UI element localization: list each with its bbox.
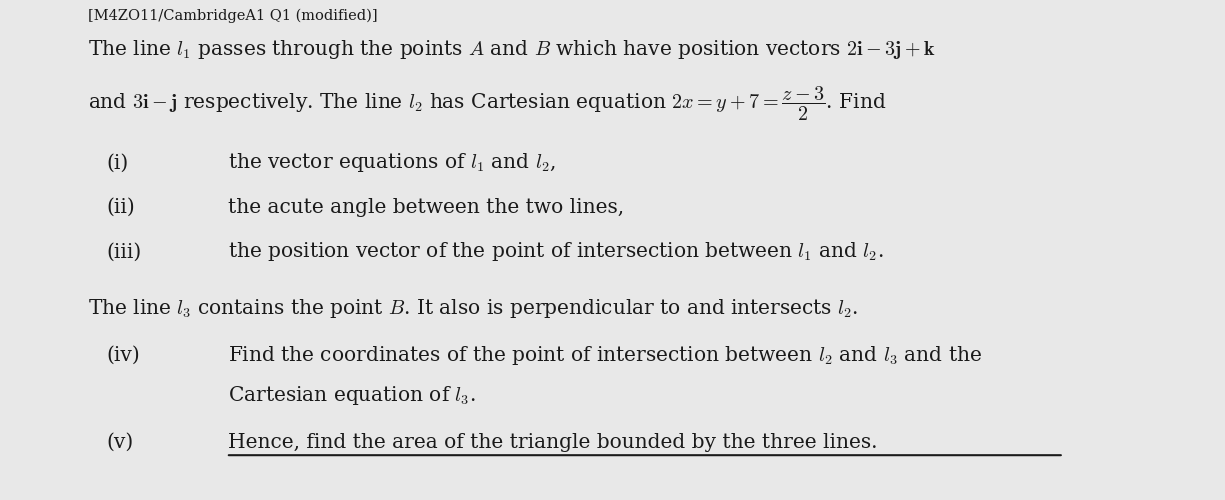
Text: Hence, find the area of the triangle bounded by the three lines.: Hence, find the area of the triangle bou… — [228, 433, 878, 452]
Text: (ii): (ii) — [107, 198, 135, 217]
Text: The line $l_1$ passes through the points $A$ and $B$ which have position vectors: The line $l_1$ passes through the points… — [88, 38, 936, 60]
Text: (i): (i) — [107, 154, 129, 172]
Text: the position vector of the point of intersection between $l_1$ and $l_2$.: the position vector of the point of inte… — [228, 240, 884, 264]
Text: and $3\mathbf{i}-\mathbf{j}$ respectively. The line $l_2$ has Cartesian equation: and $3\mathbf{i}-\mathbf{j}$ respectivel… — [88, 85, 887, 124]
Text: Cartesian equation of $l_3$.: Cartesian equation of $l_3$. — [228, 384, 477, 407]
Text: (iii): (iii) — [107, 242, 142, 262]
Text: [M4ZO11/CambridgeA1 Q1 (modified)]: [M4ZO11/CambridgeA1 Q1 (modified)] — [88, 8, 377, 23]
Text: the acute angle between the two lines,: the acute angle between the two lines, — [228, 198, 625, 217]
Text: (iv): (iv) — [107, 346, 140, 365]
Text: the vector equations of $l_1$ and $l_2$,: the vector equations of $l_1$ and $l_2$, — [228, 152, 556, 174]
Text: (v): (v) — [107, 433, 134, 452]
Text: The line $l_3$ contains the point $B$. It also is perpendicular to and intersect: The line $l_3$ contains the point $B$. I… — [88, 298, 859, 320]
Text: Find the coordinates of the point of intersection between $l_2$ and $l_3$ and th: Find the coordinates of the point of int… — [228, 344, 982, 367]
